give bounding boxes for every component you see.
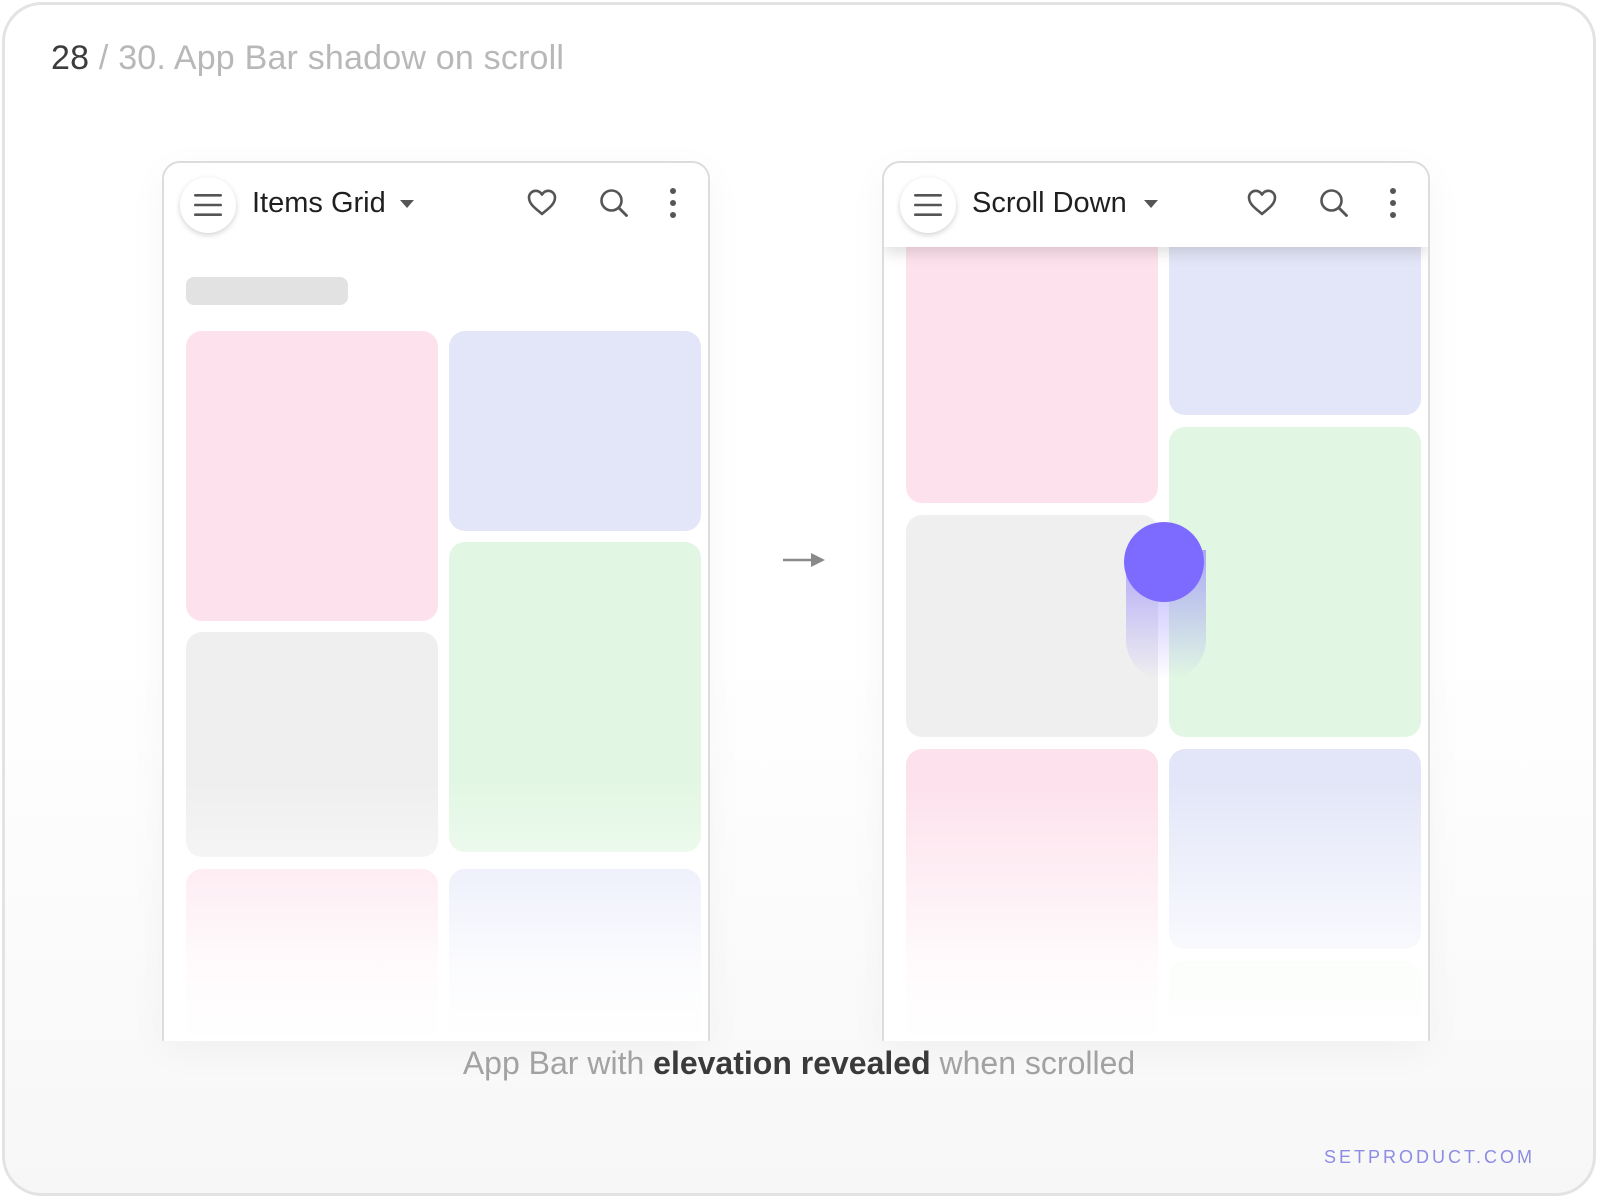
- phone-screen-after-scroll: Scroll Down: [882, 161, 1430, 1041]
- arrow-right-icon: [783, 553, 825, 567]
- grid-item[interactable]: [449, 542, 701, 852]
- chevron-down-icon[interactable]: [400, 200, 414, 208]
- phone-screen-before-scroll: Items Grid: [162, 161, 710, 1041]
- app-bar-title: Scroll Down: [972, 187, 1127, 219]
- caption-emphasis: elevation revealed: [653, 1045, 931, 1081]
- slide-header: 28 / 30. App Bar shadow on scroll: [51, 39, 564, 78]
- menu-icon: [914, 194, 942, 216]
- grid-item[interactable]: [449, 869, 701, 1041]
- menu-icon: [194, 194, 222, 216]
- grid-item[interactable]: [906, 515, 1158, 737]
- more-vertical-icon[interactable]: [1387, 187, 1399, 219]
- menu-button[interactable]: [180, 177, 236, 233]
- caption-prefix: App Bar with: [462, 1045, 645, 1081]
- app-bar-flat: Items Grid: [164, 163, 708, 247]
- app-bar-elevated: Scroll Down: [884, 163, 1428, 247]
- slide-separator: /: [98, 39, 109, 77]
- grid-item[interactable]: [1169, 749, 1421, 949]
- caption-suffix: when scrolled: [939, 1045, 1136, 1081]
- slide-caption: App Bar with elevation revealed when scr…: [5, 1045, 1593, 1082]
- grid-item[interactable]: [449, 331, 701, 531]
- chevron-down-icon[interactable]: [1144, 200, 1158, 208]
- slide-number: 28: [51, 39, 90, 77]
- grid-item[interactable]: [1169, 427, 1421, 737]
- slide-title: 30. App Bar shadow on scroll: [118, 39, 565, 77]
- grid-item[interactable]: [186, 869, 438, 1041]
- heart-icon[interactable]: [1246, 187, 1278, 219]
- more-vertical-icon[interactable]: [667, 187, 679, 219]
- grid-item[interactable]: [186, 331, 438, 621]
- brand-link[interactable]: SETPRODUCT.COM: [1323, 1147, 1535, 1167]
- grid-item[interactable]: [186, 632, 438, 857]
- skeleton-label: [186, 277, 348, 305]
- app-bar-title: Items Grid: [252, 187, 386, 219]
- grid-item[interactable]: [906, 203, 1158, 503]
- heart-icon[interactable]: [526, 187, 558, 219]
- grid-item[interactable]: [906, 749, 1158, 1041]
- scroll-gesture-touch-point: [1124, 522, 1204, 602]
- search-icon[interactable]: [598, 187, 630, 219]
- grid-item[interactable]: [1169, 961, 1421, 1041]
- menu-button[interactable]: [900, 177, 956, 233]
- search-icon[interactable]: [1318, 187, 1350, 219]
